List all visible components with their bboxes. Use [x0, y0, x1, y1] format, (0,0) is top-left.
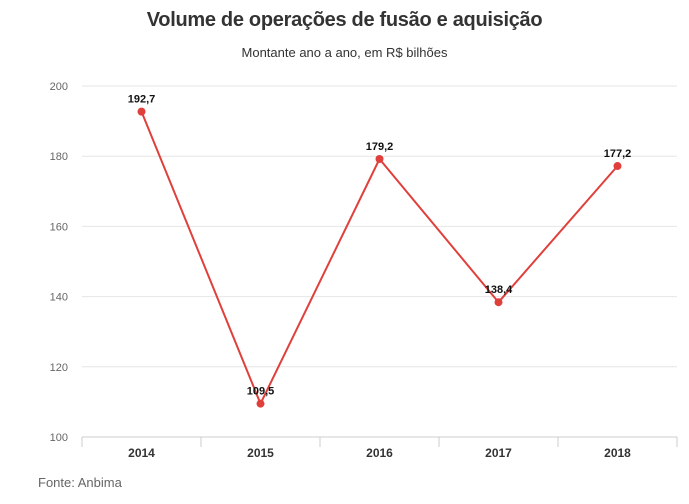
- y-tick-label: 200: [50, 81, 68, 93]
- x-tick-label: 2017: [485, 446, 512, 460]
- data-label: 192,7: [128, 94, 156, 106]
- x-tick-label: 2014: [128, 446, 155, 460]
- data-point[interactable]: [494, 298, 503, 307]
- data-points: [137, 107, 622, 408]
- data-point[interactable]: [137, 107, 146, 116]
- y-tick-label: 140: [50, 292, 68, 304]
- y-tick-label: 120: [50, 362, 68, 374]
- x-tick-label: 2016: [366, 446, 393, 460]
- data-point[interactable]: [375, 155, 384, 164]
- y-tick-label: 100: [50, 432, 68, 444]
- data-label: 138,4: [485, 284, 513, 296]
- data-label: 177,2: [604, 148, 632, 160]
- y-tick-label: 160: [50, 221, 68, 233]
- source-note: Fonte: Anbima: [38, 475, 122, 490]
- x-tick-label: 2015: [247, 446, 274, 460]
- data-point[interactable]: [256, 399, 265, 408]
- data-label: 179,2: [366, 141, 394, 153]
- chart-subtitle: Montante ano a ano, em R$ bilhões: [241, 45, 448, 60]
- grid-lines: [82, 85, 677, 368]
- chart-title: Volume de operações de fusão e aquisição: [146, 9, 543, 31]
- y-tick-label: 180: [50, 151, 68, 163]
- y-axis: 100 120 140 160 180 200: [50, 81, 68, 444]
- x-tick-label: 2018: [604, 446, 631, 460]
- data-labels: 192,7 109,5 179,2 138,4 177,2: [128, 94, 632, 398]
- x-axis: 2014 2015 2016 2017 2018: [81, 436, 678, 460]
- data-point[interactable]: [613, 162, 622, 171]
- data-label: 109,5: [247, 386, 275, 398]
